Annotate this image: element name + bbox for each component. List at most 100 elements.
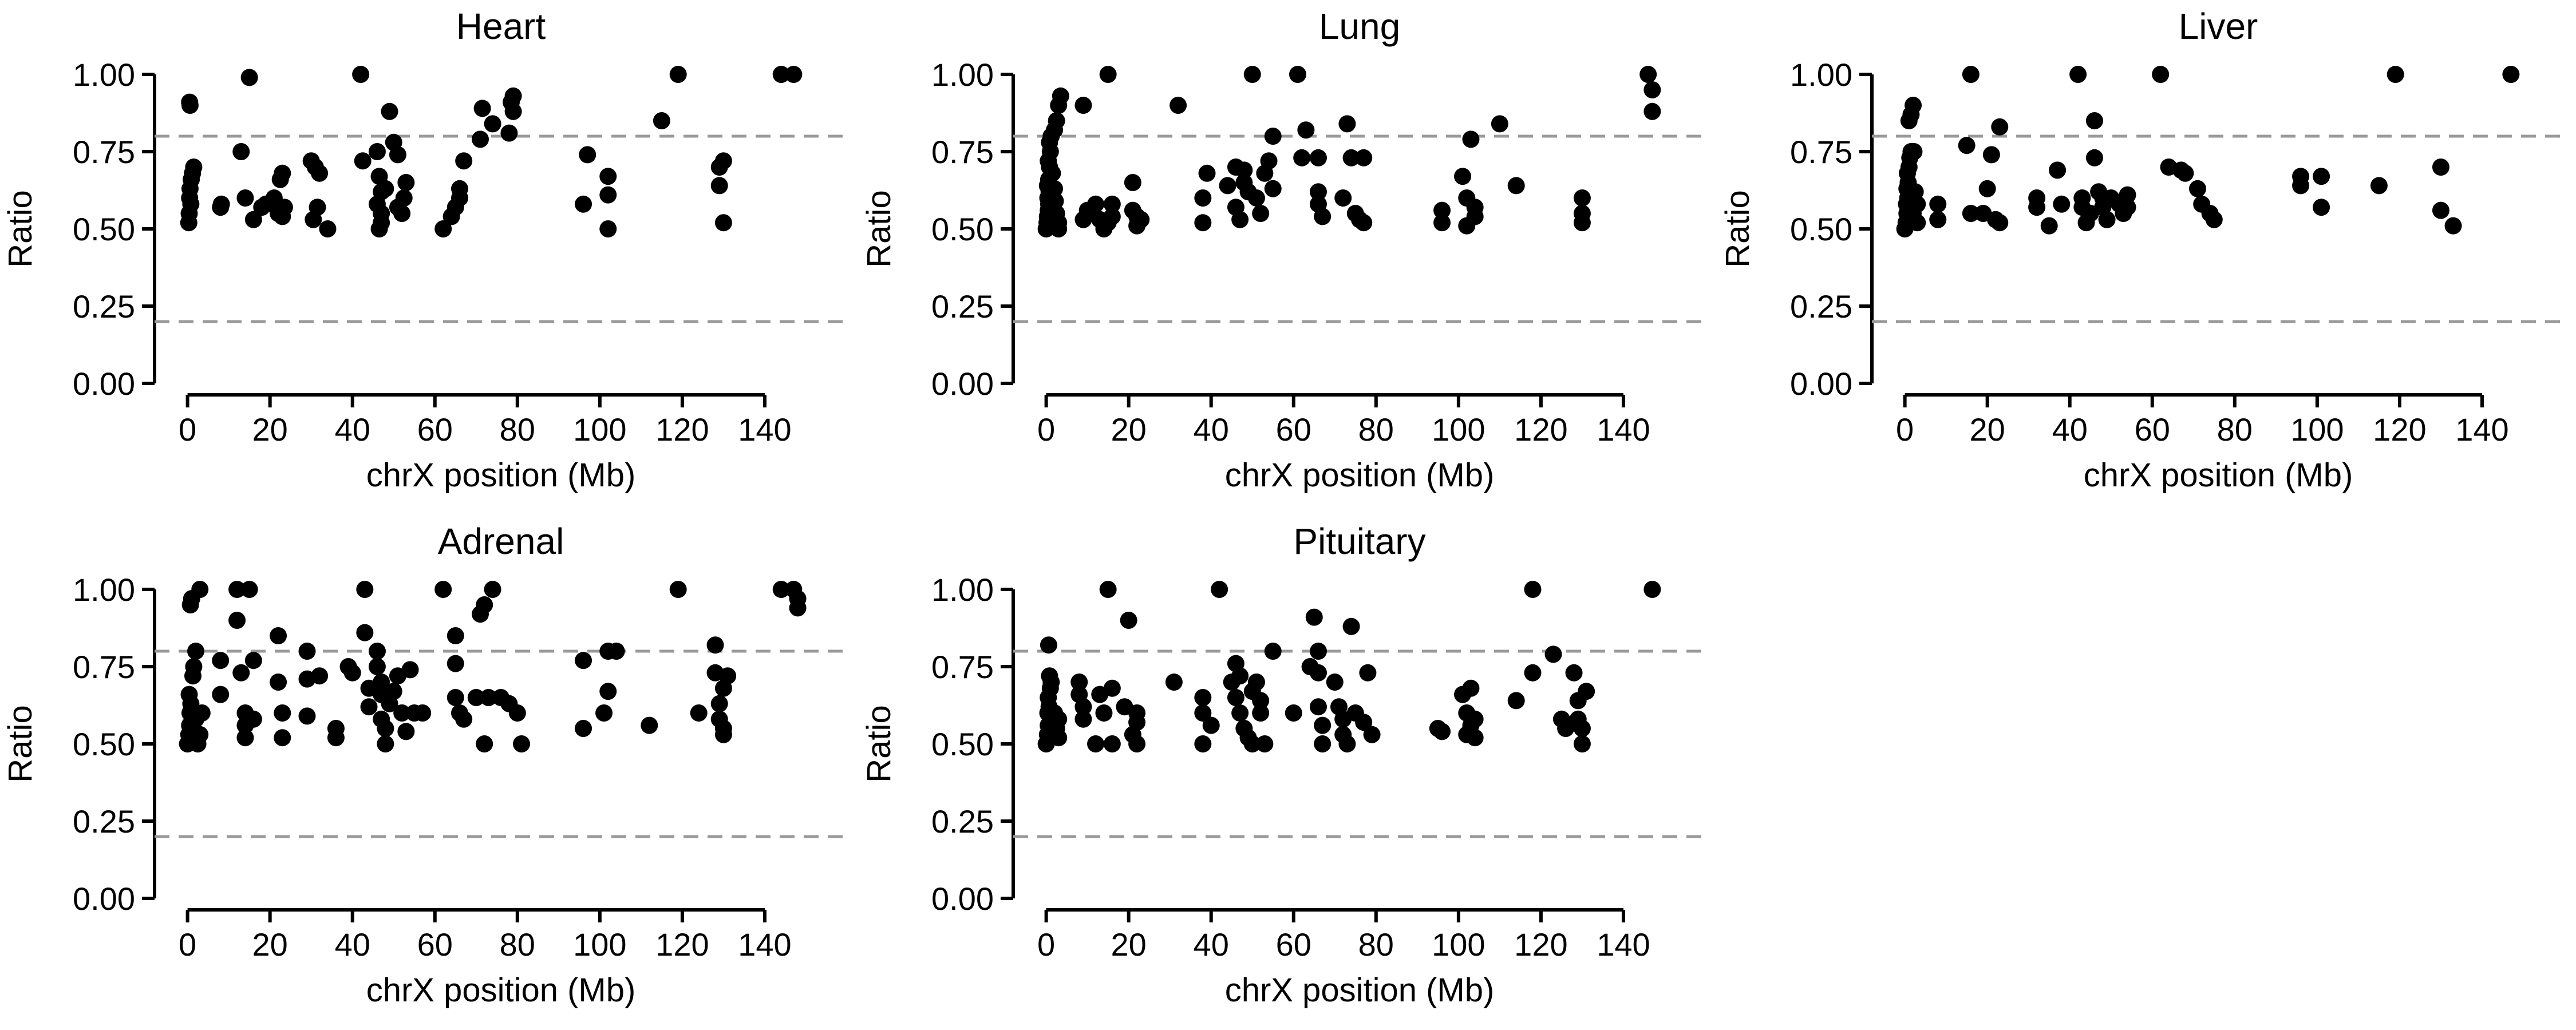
data-point — [370, 220, 388, 237]
x-tick-label: 100 — [2290, 411, 2344, 447]
data-point — [232, 664, 250, 682]
x-tick-label: 40 — [2052, 411, 2088, 447]
data-point — [1962, 66, 1980, 83]
data-point — [480, 689, 497, 706]
data-point — [1235, 161, 1253, 179]
data-point — [455, 710, 473, 728]
data-point — [356, 581, 374, 598]
data-point — [298, 643, 316, 660]
data-point — [2313, 199, 2330, 216]
data-point — [1958, 137, 1976, 154]
data-point — [504, 102, 522, 120]
data-point — [471, 130, 489, 148]
y-axis-label: Ratio — [2, 705, 39, 782]
x-tick-label: 40 — [1194, 926, 1229, 962]
data-point — [1170, 97, 1187, 114]
panel-liver: Liver 0.00 0.25 0.50 0.75 1.00 0 20 40 60 80 100 120… — [1719, 6, 2565, 494]
data-point — [1050, 220, 1068, 237]
data-point — [393, 205, 411, 222]
data-point — [1219, 177, 1236, 195]
x-tick-label: 40 — [335, 926, 370, 962]
data-point — [1247, 674, 1265, 691]
data-point — [2049, 161, 2067, 179]
y-tick-label: 0.75 — [73, 134, 135, 170]
y-tick-label: 1.00 — [931, 572, 994, 608]
x-tick-label: 20 — [1111, 411, 1147, 447]
data-point — [236, 729, 254, 747]
data-point — [397, 723, 415, 740]
data-point — [1462, 130, 1480, 148]
x-tick-label: 140 — [738, 926, 791, 962]
data-point — [1643, 581, 1661, 598]
y-axis-label: Ratio — [860, 705, 898, 782]
data-point — [191, 581, 209, 598]
data-point — [1252, 704, 1270, 722]
data-point — [2119, 186, 2136, 204]
x-tick-label: 60 — [1276, 411, 1311, 447]
panel-heart: Heart 0.00 0.25 0.50 0.75 1.00 0 20 40 60 80 100 120… — [2, 6, 847, 494]
data-point — [1338, 735, 1356, 752]
data-point — [1909, 214, 1926, 232]
data-point — [1643, 102, 1661, 120]
x-axis-label: chrX position (Mb) — [2084, 457, 2353, 494]
data-point — [395, 189, 413, 207]
data-point — [1231, 667, 1249, 685]
data-point — [1454, 168, 1472, 185]
data-point — [1491, 115, 1508, 133]
y-tick-label: 0.75 — [1790, 134, 1852, 170]
x-tick-label: 0 — [1896, 411, 1914, 447]
data-point — [2119, 199, 2136, 216]
data-point — [1128, 714, 1146, 731]
data-point — [1103, 735, 1121, 752]
panel-pituitary: Pituitary 0.00 0.25 0.50 0.75 1.00 0 20 40 60 80 10… — [860, 521, 1706, 1009]
data-point — [690, 704, 708, 722]
data-point — [706, 636, 724, 654]
data-point — [385, 683, 402, 700]
data-point — [447, 627, 464, 644]
y-tick-label: 1.00 — [73, 572, 135, 608]
x-tick-label: 0 — [1037, 411, 1055, 447]
data-point — [2502, 66, 2520, 83]
data-point — [513, 735, 531, 752]
data-point — [2188, 180, 2206, 197]
x-tick-label: 100 — [1432, 926, 1485, 962]
data-point — [2387, 66, 2404, 83]
data-point — [1087, 735, 1105, 752]
data-point — [1247, 189, 1265, 207]
panel-title: Pituitary — [1293, 521, 1425, 562]
x-tick-label: 120 — [655, 926, 709, 962]
data-point — [381, 102, 398, 120]
data-point — [1070, 674, 1088, 691]
data-point — [473, 100, 491, 117]
x-tick-label: 120 — [2373, 411, 2426, 447]
data-point — [1314, 208, 1332, 225]
data-point — [1962, 205, 1980, 222]
data-point — [1462, 679, 1480, 697]
data-point — [434, 581, 452, 598]
data-point — [1466, 208, 1484, 225]
data-point — [2176, 164, 2194, 182]
data-point — [244, 710, 262, 728]
y-tick-label: 0.50 — [73, 211, 135, 247]
data-point — [212, 652, 230, 670]
x-tick-label: 60 — [1276, 926, 1311, 962]
data-point — [1905, 143, 1923, 160]
data-point — [1103, 208, 1121, 225]
data-point — [599, 186, 617, 204]
data-point — [599, 683, 617, 700]
data-point — [1297, 121, 1315, 139]
y-tick-label: 0.50 — [1790, 211, 1852, 247]
data-point — [1309, 664, 1327, 682]
data-point — [1338, 115, 1356, 133]
data-point — [719, 667, 737, 685]
data-point — [484, 581, 501, 598]
data-point — [1507, 177, 1525, 195]
data-point — [1433, 723, 1451, 740]
x-tick-label: 140 — [738, 411, 791, 447]
data-point — [1289, 66, 1306, 83]
data-point — [1099, 66, 1117, 83]
data-point — [710, 177, 728, 195]
data-point — [1128, 735, 1146, 752]
y-tick-label: 0.00 — [931, 881, 994, 917]
data-point — [377, 720, 394, 737]
